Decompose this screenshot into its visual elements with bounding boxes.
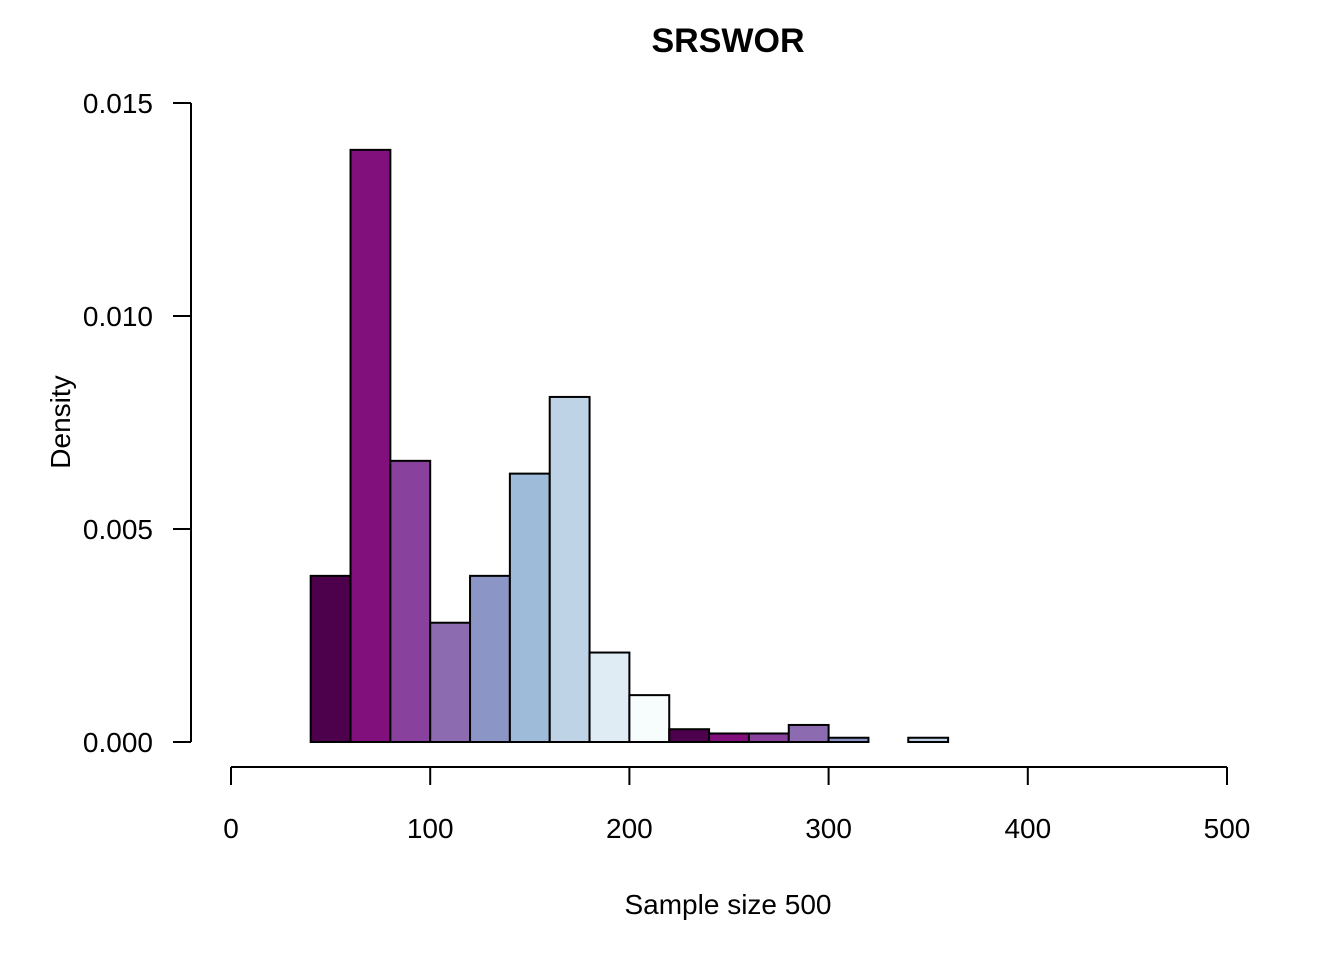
x-tick-label: 0 (223, 813, 239, 844)
x-tick-label: 100 (407, 813, 454, 844)
histogram-bars (309, 148, 950, 744)
x-tick-label: 400 (1004, 813, 1051, 844)
histogram-bar (708, 732, 750, 743)
histogram-bar (668, 728, 711, 743)
y-tick-label: 0.005 (83, 514, 153, 545)
histogram-bar (588, 651, 631, 743)
y-axis-label: Density (45, 375, 76, 468)
x-tick-label: 500 (1204, 813, 1251, 844)
histogram-bar (787, 723, 830, 744)
histogram-bar (349, 148, 392, 744)
y-axis: 0.000 0.005 0.010 0.015 (83, 88, 192, 758)
histogram-bar (309, 574, 352, 743)
histogram-bar (429, 621, 472, 743)
histogram-bar (508, 472, 551, 743)
histogram-bar (628, 694, 671, 744)
histogram-bar (548, 395, 591, 743)
y-tick-label: 0.010 (83, 301, 153, 332)
x-tick-label: 200 (606, 813, 653, 844)
chart-title: SRSWOR (652, 22, 805, 60)
x-tick-label: 300 (805, 813, 852, 844)
y-tick-label: 0.000 (83, 727, 153, 758)
histogram-bar (469, 574, 511, 743)
x-axis: 0 100 200 300 400 500 (223, 766, 1251, 844)
histogram-bar (747, 732, 790, 743)
y-tick-label: 0.015 (83, 88, 153, 119)
histogram-bar (389, 459, 432, 743)
x-axis-label: Sample size 500 (624, 889, 831, 920)
histogram-bar (907, 736, 950, 743)
histogram-bar (827, 736, 870, 743)
